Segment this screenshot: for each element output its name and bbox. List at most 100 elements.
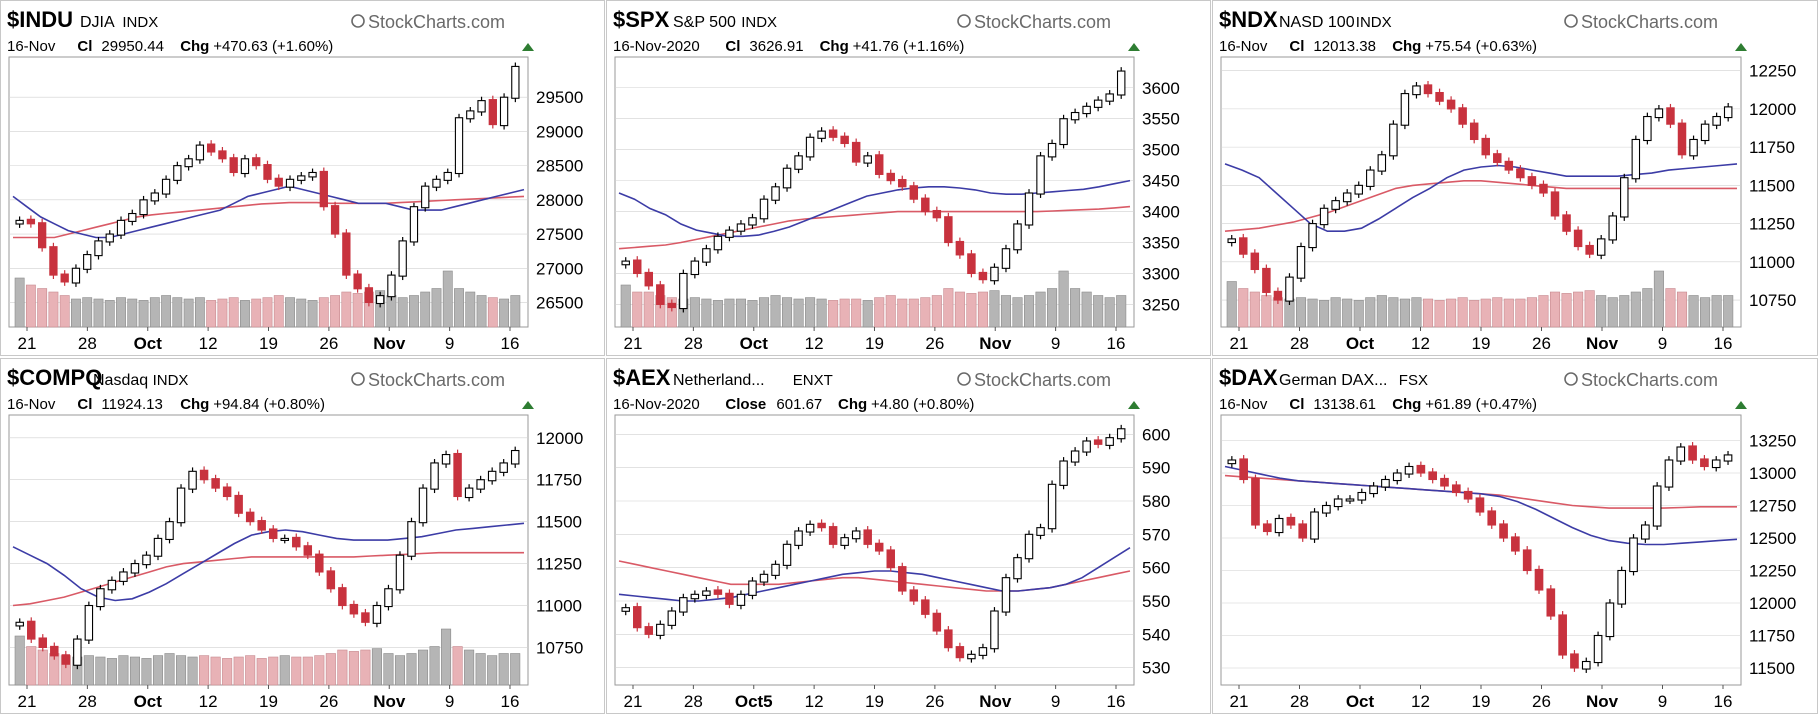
x-tick-label: 26 [1532, 692, 1551, 711]
candle-body [1377, 154, 1387, 172]
candle-body [1629, 537, 1638, 573]
candle-body [1082, 440, 1091, 453]
candle-body [967, 653, 976, 660]
volume-bar [371, 648, 382, 686]
volume-bar [1342, 298, 1353, 328]
candle-body [349, 603, 359, 615]
candle-body [898, 566, 907, 592]
candle-body [1546, 588, 1556, 617]
candle-body [1013, 223, 1022, 251]
candle-body [418, 487, 428, 524]
y-tick-label: 560 [1142, 559, 1170, 578]
volume-bar [187, 656, 198, 686]
change-value: +41.76 (+1.16%) [853, 38, 965, 55]
y-tick-label: 570 [1142, 525, 1170, 544]
x-tick-label: 28 [78, 692, 97, 711]
close-label: Cl [77, 396, 92, 413]
y-tick-label: 26500 [536, 293, 583, 312]
candle-body [909, 589, 919, 602]
x-tick-label: Nov [979, 692, 1012, 711]
y-tick-label: 11000 [1749, 253, 1795, 272]
x-tick-label: 19 [1472, 692, 1491, 711]
candle-body [1310, 511, 1319, 540]
moving-average-red [12, 551, 524, 607]
plot-area [614, 414, 1135, 686]
x-tick-label: 26 [1532, 334, 1551, 353]
candle-body [245, 511, 255, 523]
chart-exchange: INDX [153, 372, 189, 389]
volume-bar [291, 656, 302, 686]
candle-body [409, 206, 419, 243]
y-tick-label: 530 [1142, 659, 1170, 678]
volume-bar [441, 628, 452, 686]
candle-body [851, 530, 861, 540]
candle-body [1400, 93, 1410, 126]
candle-body [1620, 177, 1629, 218]
candle-body [487, 470, 497, 482]
candle-body [1481, 137, 1490, 156]
volume-bar [1081, 291, 1092, 328]
candle-body [690, 260, 700, 276]
volume-bar [908, 298, 919, 328]
copyright-icon [957, 372, 971, 386]
candle-body [476, 479, 485, 490]
candle-body [1435, 91, 1444, 102]
volume-bar [1104, 297, 1115, 328]
candle-body [263, 164, 272, 180]
chart-name: German DAX... [1279, 372, 1387, 389]
candle-body [1251, 477, 1260, 526]
candle-body [1001, 577, 1011, 613]
volume-bar [1457, 297, 1468, 328]
volume-bar [1700, 297, 1711, 328]
candle-body [1286, 516, 1296, 526]
candle-body [1677, 122, 1687, 156]
candle-body [1319, 207, 1329, 226]
candle-body [702, 590, 711, 596]
x-tick-label: 16 [1107, 692, 1126, 711]
volume-bar [1538, 295, 1549, 328]
x-tick-label: 9 [1658, 692, 1667, 711]
candle-body [736, 223, 746, 232]
chart-symbol: $SPX [613, 7, 670, 32]
candle-body [702, 248, 711, 263]
candle-body [73, 638, 82, 666]
candle-body [621, 607, 630, 612]
moving-average-blue [618, 547, 1131, 602]
chart-symbol: $COMPQ [7, 365, 102, 390]
volume-bar [1619, 295, 1630, 328]
brand-label: StockCharts.com [974, 12, 1111, 32]
candle-body [105, 233, 114, 243]
volume-bar [1515, 298, 1526, 328]
volume-bar [620, 284, 631, 328]
volume-bar [429, 646, 440, 686]
volume-bar [464, 649, 475, 686]
volume-bar [1711, 295, 1722, 328]
volume-bar [194, 297, 205, 328]
candle-body [713, 235, 723, 251]
volume-bar [325, 653, 336, 686]
volume-bar [735, 298, 746, 328]
candle-body [944, 216, 953, 244]
candle-body [430, 462, 439, 490]
candle-body [107, 579, 117, 591]
candle-body [1013, 557, 1022, 580]
volume-bar [14, 277, 25, 328]
candle-body [315, 553, 324, 573]
candle-body [1285, 276, 1294, 302]
candle-body [1105, 437, 1114, 446]
x-tick-label: 19 [259, 334, 278, 353]
candle-body [338, 587, 347, 607]
change-value: +61.89 (+0.47%) [1425, 396, 1537, 413]
candle-body [886, 172, 895, 182]
close-label: Cl [1289, 396, 1304, 413]
candle-body [1511, 536, 1520, 552]
candle-body [771, 186, 780, 201]
volume-bar [285, 297, 295, 328]
volume-bar [1261, 295, 1272, 328]
volume-bar [1047, 288, 1058, 328]
candle-body [1652, 485, 1662, 527]
candle-body [1298, 523, 1308, 539]
change-value: +75.54 (+0.63%) [1425, 38, 1537, 55]
candle-body [285, 178, 295, 188]
x-tick-label: 21 [624, 692, 643, 711]
